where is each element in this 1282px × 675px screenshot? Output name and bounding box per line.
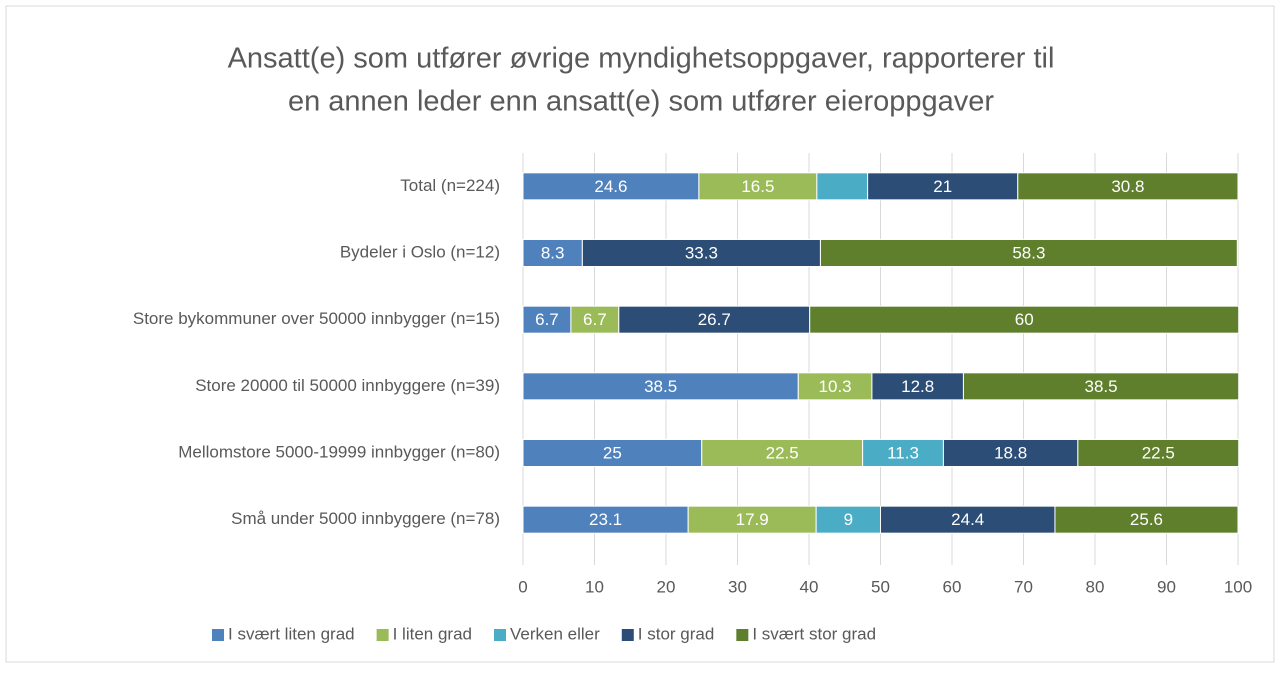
data-label: 10.3 <box>819 377 852 396</box>
data-label: 38.5 <box>1085 377 1118 396</box>
data-label: 25 <box>603 443 622 462</box>
bar-segment <box>687 505 817 534</box>
y-tick-label: Total (n=224) <box>400 176 500 195</box>
legend-swatch <box>621 629 634 641</box>
bar-segment <box>962 372 1240 401</box>
data-label: 38.5 <box>644 377 677 396</box>
bar-segment <box>797 372 873 401</box>
bar-segment <box>862 439 944 467</box>
data-label: 22.5 <box>766 443 799 462</box>
data-label: 30.8 <box>1111 177 1144 196</box>
y-tick-label: Små under 5000 innbyggere (n=78) <box>231 509 500 528</box>
y-tick-label: Store bykommuner over 50000 innbygger (n… <box>133 309 500 328</box>
bar-segment <box>1017 172 1239 201</box>
y-tick-label: Bydeler i Oslo (n=12) <box>340 242 500 261</box>
bar-segment <box>1054 505 1239 534</box>
x-tick-label: 50 <box>871 577 890 596</box>
bar-segment <box>942 439 1079 467</box>
bar-segment <box>815 505 882 534</box>
legend-swatch <box>736 629 749 641</box>
bar-segment <box>819 239 1238 267</box>
x-tick-label: 30 <box>728 577 747 596</box>
data-label: 21 <box>933 177 952 196</box>
bar-segment <box>522 239 583 267</box>
legend-label: I stor grad <box>638 624 715 643</box>
data-label: 17.9 <box>736 510 769 529</box>
chart-title: en annen leder enn ansatt(e) som utfører… <box>288 86 994 118</box>
data-label: 25.6 <box>1130 510 1163 529</box>
legend-label: Verken eller <box>510 624 600 643</box>
bar-segment <box>522 172 700 201</box>
legend-swatch <box>376 629 389 641</box>
x-tick-label: 70 <box>1014 577 1033 596</box>
data-label: 9 <box>844 510 853 529</box>
y-tick-label: Store 20000 til 50000 innbyggere (n=39) <box>195 376 500 395</box>
data-label: 6.7 <box>535 310 559 329</box>
data-label: 8.3 <box>541 243 565 262</box>
bar-segment <box>618 305 811 334</box>
data-label: 16.5 <box>741 177 774 196</box>
data-label: 33.3 <box>685 243 718 262</box>
data-label: 26.7 <box>698 310 731 329</box>
bar-segment <box>581 239 821 267</box>
legend-swatch <box>494 629 506 641</box>
legend-swatch <box>212 629 224 641</box>
data-label: 58.3 <box>1012 243 1045 262</box>
bar-segment <box>880 505 1056 534</box>
data-label: 24.6 <box>594 177 627 196</box>
x-tick-label: 10 <box>585 577 604 596</box>
bar-segment <box>701 439 864 467</box>
data-label: 18.8 <box>994 443 1027 462</box>
x-tick-label: 80 <box>1086 577 1105 596</box>
bar-segment <box>867 172 1019 201</box>
data-label: 12.8 <box>901 377 934 396</box>
bar-segment <box>522 372 799 401</box>
data-label: 60 <box>1015 310 1034 329</box>
x-tick-label: 60 <box>943 577 962 596</box>
x-tick-label: 40 <box>800 577 819 596</box>
x-tick-label: 90 <box>1157 577 1176 596</box>
bar-segment <box>522 305 572 334</box>
chart-title: Ansatt(e) som utfører øvrige myndighetso… <box>228 43 1055 75</box>
bar-segment <box>1077 439 1240 467</box>
legend-label: I svært liten grad <box>228 624 355 643</box>
x-tick-label: 0 <box>518 577 527 596</box>
data-label: 11.3 <box>887 443 919 462</box>
bar-segment <box>816 172 869 201</box>
x-tick-label: 20 <box>657 577 676 596</box>
bar-segment <box>522 505 689 534</box>
data-label: 6.7 <box>583 310 607 329</box>
chart-border <box>5 5 1275 663</box>
y-tick-label: Mellomstore 5000-19999 innbygger (n=80) <box>178 442 500 461</box>
data-label: 23.1 <box>589 510 622 529</box>
bar-segment <box>522 439 703 467</box>
data-label: 22.5 <box>1142 443 1175 462</box>
bar-segment <box>809 305 1240 334</box>
bar-segment <box>871 372 964 401</box>
x-tick-label: 100 <box>1224 577 1252 596</box>
legend-label: I svært stor grad <box>752 624 876 643</box>
legend-label: I liten grad <box>393 624 472 643</box>
data-label: 24.4 <box>951 510 984 529</box>
